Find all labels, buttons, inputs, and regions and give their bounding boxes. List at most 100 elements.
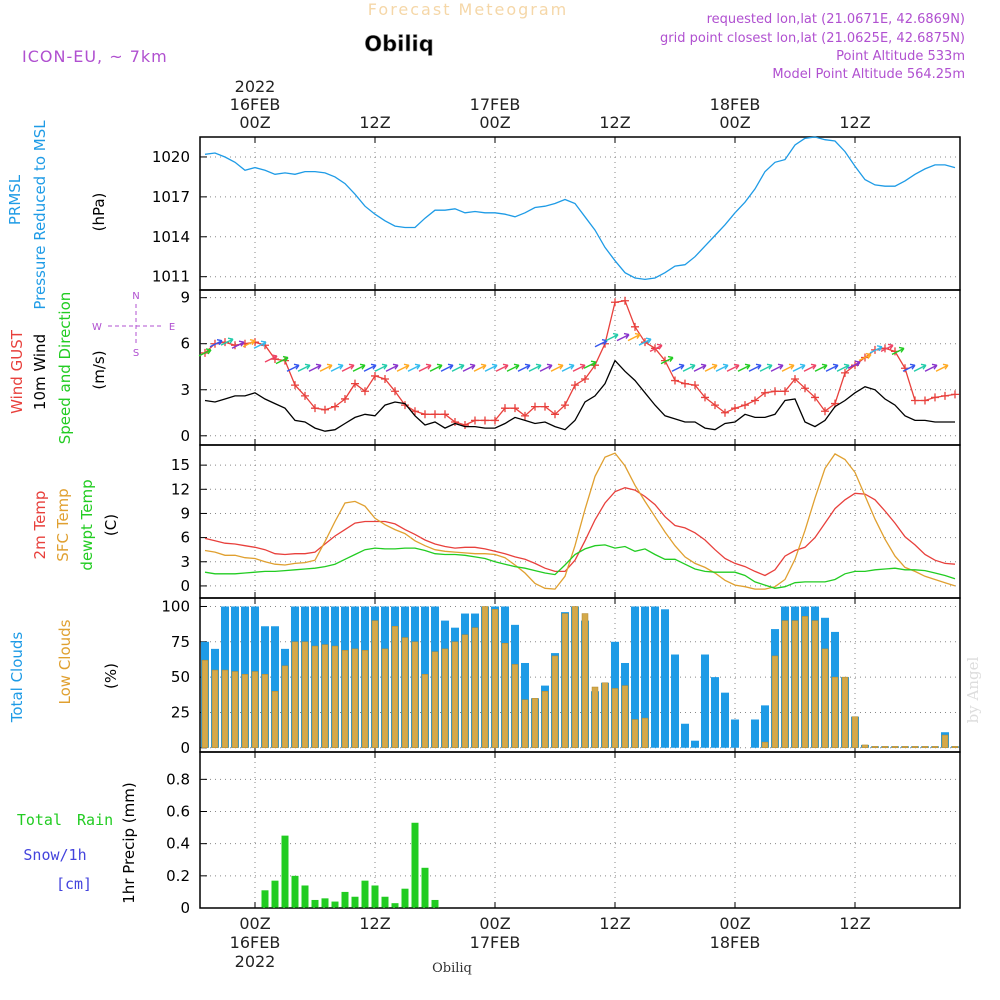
low-cloud-bar: [931, 746, 939, 749]
watermark: by Angel: [964, 656, 982, 723]
wind-ytick-label: 6: [180, 335, 190, 353]
gust-marker: [451, 417, 459, 426]
requested-coords: requested lon,lat (21.0671E, 42.6869N): [707, 12, 965, 27]
gust-marker: [491, 416, 499, 425]
low-cloud-bar: [381, 648, 389, 749]
wind-ytick-label: 9: [180, 289, 190, 307]
wind-direction-arrow: [605, 332, 619, 342]
location-title: Obiliq: [364, 32, 434, 56]
model-label: ICON-EU, ~ 7km: [22, 47, 168, 66]
low-cloud-bar: [331, 645, 339, 749]
gust-marker: [381, 375, 389, 384]
rain-bar: [361, 880, 369, 908]
temp-label-sfc: SFC Temp: [54, 488, 72, 561]
wind-line: [204, 359, 955, 432]
wind-direction-arrow: [638, 337, 652, 346]
low-cloud-bar: [561, 613, 569, 749]
gust-marker: [621, 296, 629, 305]
total-cloud-bar: [761, 705, 769, 748]
low-cloud-bar: [251, 671, 259, 749]
wind-direction-arrow: [616, 332, 630, 342]
temp-label-dewpt: dewpt Temp: [78, 479, 96, 570]
pressure-unit: (hPa): [90, 193, 108, 232]
gust-marker: [531, 402, 539, 411]
low-cloud-bar: [531, 698, 539, 749]
gust-marker: [421, 410, 429, 419]
gust-marker: [411, 407, 419, 416]
low-cloud-bar: [221, 669, 229, 749]
precip-panel: 0 0.2 0.4 0.6 0.8: [166, 751, 961, 917]
wind-direction-arrow: [847, 360, 861, 369]
low-cloud-bar: [591, 686, 599, 749]
low-cloud-bar: [291, 641, 299, 749]
gust-marker: [841, 368, 849, 377]
precip-unit: 1hr Precip (mm): [120, 782, 138, 903]
gust-marker: [481, 416, 489, 425]
temperature-panel: 0 3 6 9 12 15: [171, 444, 961, 599]
gust-marker: [931, 393, 939, 402]
sfc-temp-line: [204, 452, 956, 590]
low-cloud-bar: [571, 606, 579, 749]
low-cloud-bar: [951, 746, 959, 749]
gust-marker: [811, 393, 819, 402]
wind-direction-arrow: [880, 343, 894, 352]
low-cloud-bar: [881, 746, 889, 749]
gust-marker: [541, 402, 549, 411]
wind-direction-arrow: [451, 363, 465, 372]
temperature-ytick-label: 9: [180, 504, 190, 522]
wind-direction-arrow: [198, 348, 212, 357]
gust-marker: [311, 404, 319, 413]
bottom-tick-label: 16FEB: [230, 933, 281, 952]
clouds-ytick-label: 75: [171, 633, 190, 651]
low-cloud-bar: [821, 648, 829, 749]
precip-label-cm: [cm]: [56, 875, 92, 893]
wind-direction-arrow: [484, 363, 498, 372]
rain-bar: [351, 896, 359, 908]
total-cloud-bar: [691, 740, 699, 748]
wind-direction-arrow: [704, 363, 718, 372]
low-cloud-bar: [861, 744, 869, 749]
gust-marker: [741, 401, 749, 410]
rain-bar: [281, 835, 289, 908]
low-cloud-bar: [541, 690, 549, 749]
low-cloud-bar: [281, 665, 289, 749]
low-cloud-bar: [201, 659, 209, 749]
gust-marker: [681, 379, 689, 388]
gridpoint-coords: grid point closest lon,lat (21.0625E, 42…: [660, 31, 965, 46]
gust-marker: [371, 371, 379, 380]
precip-ytick-label: 0.2: [166, 867, 190, 885]
top-tick-label: 00Z: [479, 113, 510, 132]
bottom-tick-label: 12Z: [839, 914, 870, 933]
low-cloud-bar: [521, 699, 529, 749]
temperature-frame: [199, 444, 961, 599]
pressure-label-line2: Pressure Reduced to MSL: [31, 120, 49, 310]
rain-bar: [391, 903, 399, 908]
gust-line: [204, 299, 956, 426]
total-cloud-bar: [271, 626, 279, 748]
compass-n: N: [132, 291, 139, 302]
gust-marker: [631, 322, 639, 331]
wind-direction-arrow: [726, 363, 740, 372]
gust-marker: [341, 394, 349, 403]
gust-marker: [611, 298, 619, 307]
precip-ytick-label: 0.6: [166, 803, 190, 821]
clouds-panel: 0 25 50 75 100: [161, 597, 961, 757]
gust-marker: [911, 396, 919, 405]
rain-bar: [331, 901, 339, 908]
wind-direction-arrow: [506, 363, 520, 372]
clouds-label-total: Total Clouds: [8, 632, 26, 724]
low-cloud-bar: [901, 746, 909, 749]
wind-direction-arrow: [319, 363, 333, 372]
low-cloud-bar: [891, 746, 899, 749]
top-tick-label: 00Z: [719, 113, 750, 132]
rain-bar: [321, 898, 329, 908]
rain-bar: [381, 896, 389, 908]
precip-frame: [199, 751, 961, 909]
gust-marker: [551, 410, 559, 419]
total-cloud-bar: [701, 654, 709, 748]
wind-direction-arrow: [418, 363, 432, 372]
low-cloud-bar: [211, 669, 219, 749]
wind-label-gust: Wind GUST: [8, 329, 26, 414]
gust-marker: [501, 404, 509, 413]
